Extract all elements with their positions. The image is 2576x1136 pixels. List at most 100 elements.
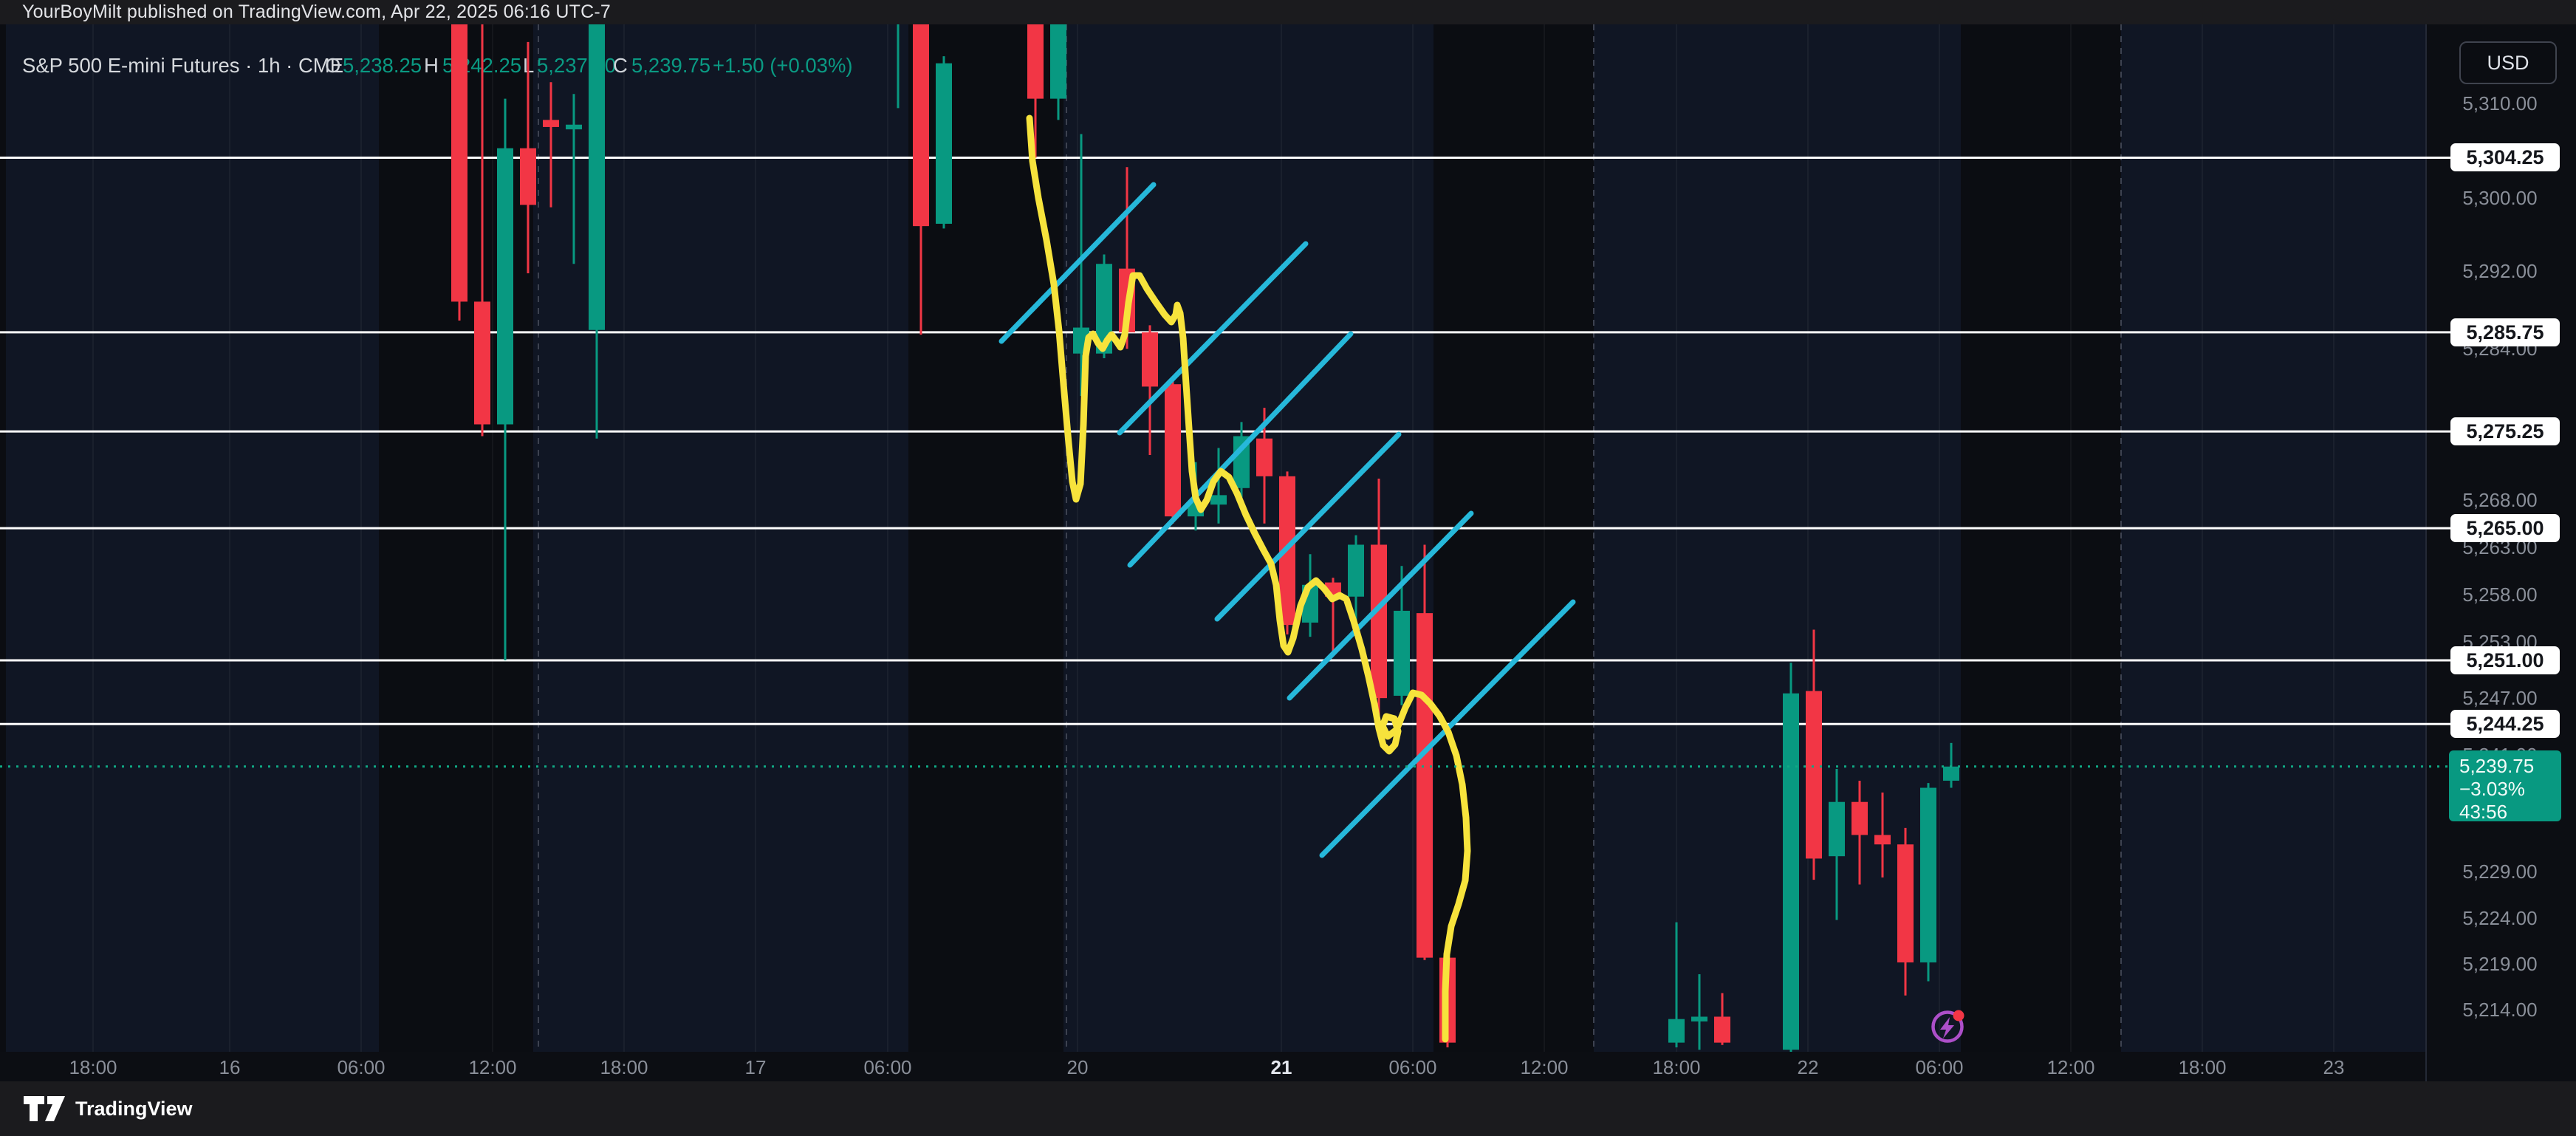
channel-trendline bbox=[1214, 431, 1402, 622]
tradingview-logo-icon[interactable] bbox=[22, 1092, 68, 1126]
time-axis-label: 22 bbox=[1797, 1056, 1819, 1078]
price-axis-label: 5,292.00 bbox=[2462, 260, 2538, 282]
currency-label: USD bbox=[2487, 51, 2529, 74]
price-line-badge: 5,304.25 bbox=[2450, 143, 2560, 172]
footer-bar: TradingView bbox=[0, 1081, 2576, 1136]
price-axis[interactable]: 5,310.00 5,300.00 5,292.00 5,284.00 5,268.00… bbox=[2426, 24, 2576, 1081]
lightning-bolt-glyph bbox=[1940, 1017, 1954, 1039]
candle-body bbox=[474, 301, 490, 425]
channel-trendline bbox=[998, 182, 1157, 344]
session-band bbox=[0, 24, 6, 1052]
time-axis-label: 21 bbox=[1270, 1056, 1292, 1078]
candle-body bbox=[1027, 24, 1044, 99]
notification-dot bbox=[1953, 1010, 1964, 1022]
price-axis-label: 5,268.00 bbox=[2462, 489, 2538, 511]
session-band bbox=[1433, 24, 1594, 1052]
price-axis-label: 5,219.00 bbox=[2462, 953, 2538, 975]
candle-body bbox=[566, 124, 582, 130]
time-axis-label: 17 bbox=[744, 1056, 767, 1078]
last-price-change: −3.03% bbox=[2459, 778, 2525, 800]
time-axis-label: 12:00 bbox=[2046, 1056, 2095, 1078]
time-axis-label: 18:00 bbox=[1652, 1056, 1701, 1078]
time-axis-label: 18:00 bbox=[600, 1056, 648, 1078]
time-axis-label: 06:00 bbox=[337, 1056, 386, 1078]
last-price-value: 5,239.75 bbox=[2459, 755, 2535, 777]
candle-body bbox=[1852, 801, 1868, 835]
time-axis-label: 06:00 bbox=[863, 1056, 912, 1078]
candle-body bbox=[497, 148, 513, 425]
candle-body bbox=[936, 63, 952, 224]
candle-body bbox=[1714, 1016, 1730, 1043]
published-header-bar: YourBoyMilt published on TradingView.com… bbox=[0, 0, 2576, 24]
candle-body bbox=[451, 24, 467, 302]
candle-body bbox=[1096, 264, 1112, 354]
candle-body bbox=[1783, 693, 1799, 1050]
price-axis-background bbox=[2426, 24, 2576, 1081]
price-line-badge: 5,244.25 bbox=[2450, 710, 2560, 739]
time-axis-label: 12:00 bbox=[468, 1056, 517, 1078]
last-price-badge: 5,239.75 −3.03% 43:56 bbox=[2449, 750, 2561, 823]
time-axis-label: 06:00 bbox=[1915, 1056, 1964, 1078]
candle-body bbox=[1417, 613, 1433, 958]
candle-body bbox=[1142, 332, 1158, 387]
alert-ring bbox=[1931, 1010, 1964, 1043]
candle-body bbox=[1210, 495, 1227, 505]
channel-trendline bbox=[1287, 510, 1474, 701]
price-axis-label: 5,300.00 bbox=[2462, 187, 2538, 209]
candle-body bbox=[589, 24, 605, 330]
candle-body bbox=[1348, 544, 1364, 597]
ohlc-change-value: +1.50 (+0.03%) bbox=[713, 54, 853, 77]
candle-body bbox=[1806, 691, 1822, 859]
candle-body bbox=[520, 148, 536, 205]
time-axis-label: 16 bbox=[219, 1056, 241, 1078]
time-axis-label: 18:00 bbox=[69, 1056, 117, 1078]
candle-body bbox=[1829, 801, 1845, 857]
price-line-badge: 5,275.25 bbox=[2450, 417, 2560, 446]
ohlc-open-value: 5,238.25 bbox=[343, 54, 422, 77]
price-line-badge: 5,251.00 bbox=[2450, 646, 2560, 675]
tradingview-wordmark[interactable]: TradingView bbox=[75, 1097, 193, 1120]
candle-body bbox=[1371, 544, 1387, 699]
ohlc-close-label: C bbox=[613, 54, 628, 77]
session-band bbox=[908, 24, 1063, 1052]
bar-countdown: 43:56 bbox=[2459, 801, 2508, 823]
time-axis-label: 12:00 bbox=[1520, 1056, 1569, 1078]
lightning-alert-icon[interactable] bbox=[1927, 1006, 1968, 1047]
candle-body bbox=[1668, 1019, 1685, 1043]
session-band bbox=[1961, 24, 2121, 1052]
time-axis-label: 06:00 bbox=[1388, 1056, 1437, 1078]
time-axis-background bbox=[0, 1052, 2426, 1081]
price-axis-label: 5,247.00 bbox=[2462, 687, 2538, 709]
candle-body bbox=[1256, 438, 1272, 476]
candle-body bbox=[1394, 610, 1410, 696]
price-axis-label: 5,214.00 bbox=[2462, 999, 2538, 1021]
channel-trendline bbox=[1127, 331, 1354, 568]
price-line-badge: 5,285.75 bbox=[2450, 318, 2560, 346]
time-axis-label: 20 bbox=[1066, 1056, 1089, 1078]
ohlc-close-value: 5,239.75 bbox=[631, 54, 710, 77]
candle-body bbox=[1691, 1016, 1707, 1022]
freehand-annotation bbox=[1026, 114, 1471, 1043]
candle-body bbox=[1897, 844, 1914, 962]
currency-toggle-button[interactable]: USD bbox=[2459, 41, 2557, 84]
time-axis[interactable]: 18:00 16 06:00 12:00 18:00 17 06:00 20 21 06:00 12… bbox=[0, 1052, 2426, 1081]
ohlc-open-label: O bbox=[325, 54, 340, 77]
candle-body bbox=[1920, 787, 1936, 962]
ohlc-high-label: H bbox=[424, 54, 439, 77]
price-axis-label: 5,310.00 bbox=[2462, 92, 2538, 114]
price-axis-label: 5,229.00 bbox=[2462, 860, 2538, 883]
symbol-title[interactable]: S&P 500 E-mini Futures · 1h · CME bbox=[22, 54, 343, 77]
price-axis-label: 5,224.00 bbox=[2462, 907, 2538, 929]
time-axis-label: 23 bbox=[2323, 1056, 2345, 1078]
candle-body bbox=[913, 24, 929, 227]
price-line-badge: 5,265.00 bbox=[2450, 514, 2560, 543]
candle-body bbox=[1943, 766, 1959, 781]
time-axis-label: 18:00 bbox=[2178, 1056, 2227, 1078]
candle-body bbox=[1050, 24, 1066, 99]
channel-trendline bbox=[1117, 241, 1309, 436]
candle-body bbox=[1165, 384, 1181, 517]
published-header-text: YourBoyMilt published on TradingView.com… bbox=[22, 1, 612, 22]
price-axis-label: 5,258.00 bbox=[2462, 584, 2538, 606]
